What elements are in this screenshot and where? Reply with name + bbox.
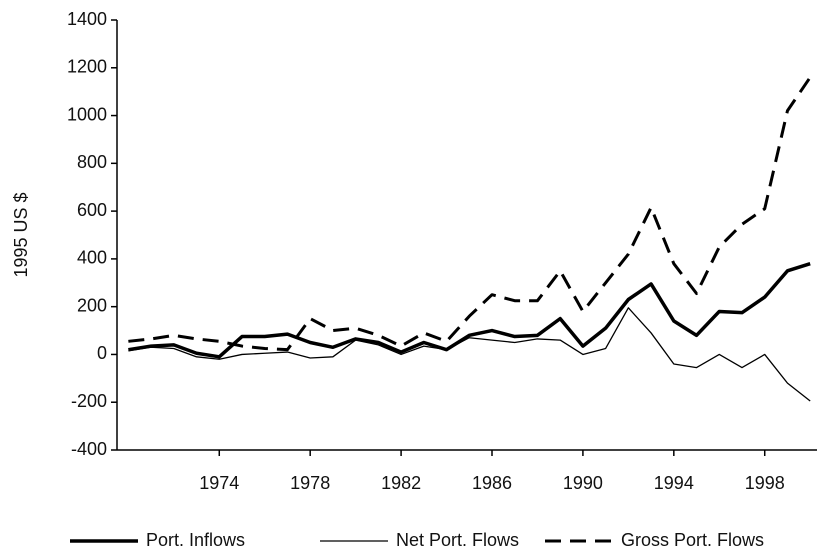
legend-label: Gross Port. Flows (621, 530, 764, 550)
series-line (128, 307, 811, 402)
y-tick-label: 600 (77, 200, 107, 220)
legend-label: Port. Inflows (146, 530, 245, 550)
x-tick-label: 1974 (199, 473, 239, 493)
y-tick-label: 200 (77, 295, 107, 315)
y-tick-label: 0 (97, 343, 107, 363)
x-tick-label: 1982 (381, 473, 421, 493)
y-tick-label: 800 (77, 152, 107, 172)
y-tick-label: -200 (71, 391, 107, 411)
y-tick-label: 1400 (67, 9, 107, 29)
x-tick-label: 1986 (472, 473, 512, 493)
x-tick-label: 1998 (745, 473, 785, 493)
y-tick-label: 400 (77, 248, 107, 268)
series-line (128, 76, 812, 352)
y-tick-label: -400 (71, 439, 107, 459)
y-tick-label: 1000 (67, 104, 107, 124)
series-line (128, 261, 811, 359)
legend-label: Net Port. Flows (396, 530, 519, 550)
x-tick-label: 1978 (290, 473, 330, 493)
x-tick-label: 1990 (563, 473, 603, 493)
x-tick-label: 1994 (654, 473, 694, 493)
y-axis-label: 1995 US $ (11, 192, 31, 277)
y-tick-label: 1200 (67, 57, 107, 77)
